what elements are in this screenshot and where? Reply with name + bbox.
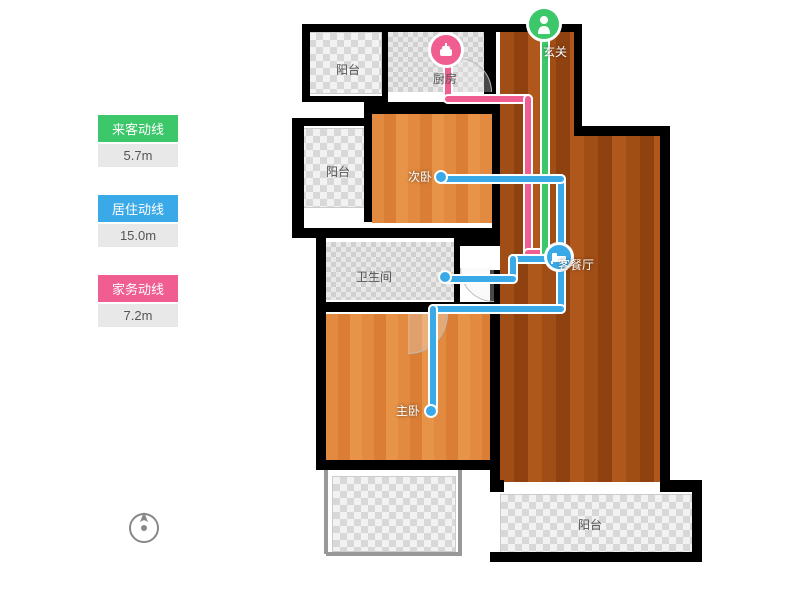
label-second-bedroom: 次卧 bbox=[408, 168, 432, 185]
legend-item-living: 居住动线 15.0m bbox=[98, 195, 178, 247]
entrance-icon bbox=[526, 6, 562, 42]
legend-label-guest: 来客动线 bbox=[98, 115, 178, 142]
rail bbox=[326, 552, 462, 556]
legend-value-house: 7.2m bbox=[98, 304, 178, 327]
legend-item-house: 家务动线 7.2m bbox=[98, 275, 178, 327]
label-master-bedroom: 主卧 bbox=[396, 402, 420, 419]
wall bbox=[316, 228, 326, 468]
flow-living bbox=[428, 304, 566, 314]
label-balcony1: 阳台 bbox=[336, 61, 360, 78]
wall bbox=[574, 24, 582, 134]
legend-panel: 来客动线 5.7m 居住动线 15.0m 家务动线 7.2m bbox=[98, 115, 178, 355]
wall bbox=[292, 118, 366, 126]
wall bbox=[692, 480, 702, 560]
label-entrance: 玄关 bbox=[543, 43, 567, 60]
wall bbox=[660, 126, 670, 486]
legend-item-guest: 来客动线 5.7m bbox=[98, 115, 178, 167]
wall bbox=[316, 228, 500, 238]
wall bbox=[316, 460, 494, 470]
flow-endpoint bbox=[434, 170, 448, 184]
label-living: 客餐厅 bbox=[558, 256, 594, 273]
label-balcony2: 阳台 bbox=[326, 163, 350, 180]
wall bbox=[460, 238, 500, 246]
legend-value-guest: 5.7m bbox=[98, 144, 178, 167]
wall bbox=[382, 28, 388, 100]
legend-label-living: 居住动线 bbox=[98, 195, 178, 222]
flow-living bbox=[428, 304, 438, 412]
wall bbox=[292, 118, 304, 234]
flow-endpoint bbox=[424, 404, 438, 418]
legend-label-house: 家务动线 bbox=[98, 275, 178, 302]
wall bbox=[490, 552, 702, 562]
kitchen-icon bbox=[428, 32, 464, 68]
flow-housework bbox=[443, 94, 533, 104]
wall bbox=[454, 238, 460, 304]
label-kitchen: 厨房 bbox=[433, 70, 457, 87]
flow-endpoint bbox=[438, 270, 452, 284]
flow-living bbox=[444, 274, 518, 284]
balcony-4-floor bbox=[332, 476, 456, 552]
wall bbox=[574, 126, 668, 136]
legend-value-living: 15.0m bbox=[98, 224, 178, 247]
floorplan: 玄关 厨房 阳台 阳台 次卧 客餐厅 卫生间 主卧 阳台 bbox=[278, 18, 740, 580]
wall bbox=[492, 102, 500, 232]
second-bedroom-floor bbox=[372, 113, 496, 223]
label-bathroom: 卫生间 bbox=[356, 268, 392, 285]
rail bbox=[458, 470, 462, 554]
wall bbox=[490, 270, 500, 488]
label-balcony3: 阳台 bbox=[578, 516, 602, 533]
flow-living bbox=[438, 174, 566, 184]
compass-icon bbox=[126, 510, 162, 551]
wall bbox=[484, 28, 496, 104]
rail bbox=[324, 470, 328, 554]
wall bbox=[302, 24, 310, 100]
